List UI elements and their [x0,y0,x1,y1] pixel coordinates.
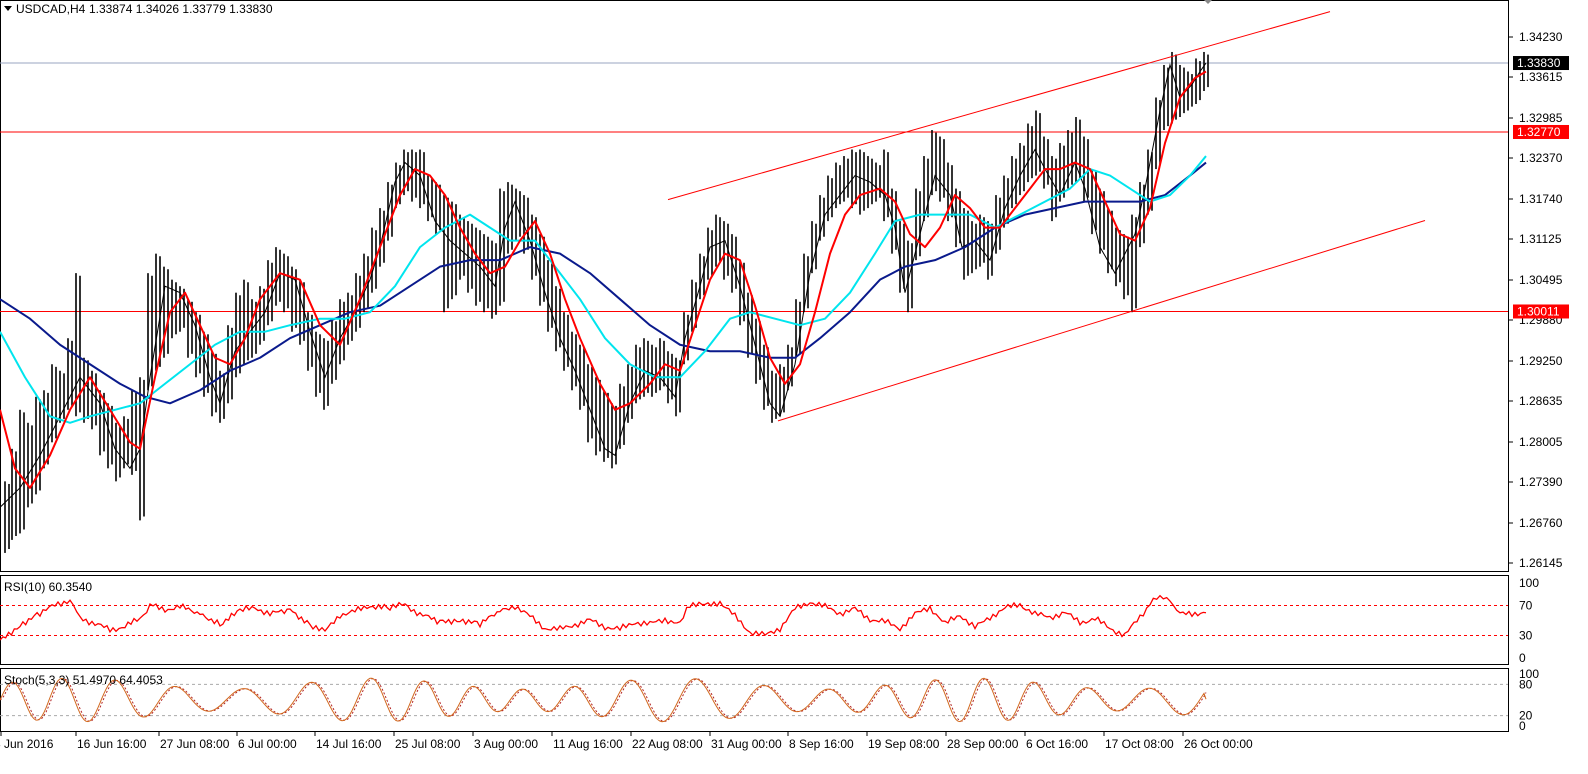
price-tick-label: 1.34230 [1519,30,1563,44]
price-tick-label: 1.26760 [1519,516,1563,530]
rsi-tick-label: 0 [1519,651,1526,665]
price-tick-label: 1.32985 [1519,111,1563,125]
price-panel-border [0,0,1509,572]
fast-ma-line [0,70,1207,489]
price-tag-box [1513,304,1569,319]
time-tick-label: 19 Sep 08:00 [868,737,940,751]
time-tick-label: 8 Jun 2016 [0,737,54,751]
price-tick-label: 1.31740 [1519,192,1563,206]
mid-ma-line [0,155,1207,424]
rsi-panel-border [0,575,1509,665]
price-tick-label: 1.30495 [1519,273,1563,287]
price-tick-label: 1.33615 [1519,70,1563,84]
price-tick-label: 1.32370 [1519,151,1563,165]
stoch-title: Stoch(5,3,3) 51.4970 64.4053 [4,673,163,687]
time-tick-label: 26 Oct 00:00 [1184,737,1253,751]
price-tag-label: 1.33830 [1517,56,1561,70]
stoch-tick-label: 20 [1519,709,1533,723]
shift-marker-icon[interactable] [1204,0,1212,4]
ohlc-label: 1.33874 1.34026 1.33779 1.33830 [89,2,273,16]
price-tick-label: 1.28635 [1519,394,1563,408]
channel-upper-line [667,11,1331,201]
chevron-down-icon[interactable] [4,6,12,11]
rsi-line [0,594,1207,641]
stoch-tick-label: 80 [1519,677,1533,691]
price-tick-label: 1.27390 [1519,475,1563,489]
channel-lower-line [777,219,1426,422]
time-tick-label: 31 Aug 00:00 [711,737,782,751]
time-tick-label: 6 Jul 00:00 [238,737,297,751]
rsi-tick-label: 70 [1519,599,1533,613]
price-tag-label: 1.30011 [1517,304,1560,318]
rsi-title: RSI(10) 60.3540 [4,580,92,594]
moving-averages [0,70,1207,489]
stoch-tick-label: 100 [1519,667,1539,681]
time-tick-label: 28 Sep 00:00 [947,737,1019,751]
stoch-tick-label: 0 [1519,719,1526,733]
price-tag-box [1513,124,1569,139]
time-tick-label: 16 Jun 16:00 [77,737,147,751]
price-tag-box [1513,56,1569,71]
time-axis: 8 Jun 2016 16 Jun 16:00 27 Jun 08:00 6 Jul … [0,731,1253,751]
stoch-main-line [0,677,1207,723]
rsi-indicator: 100 70 30 0 [0,576,1539,665]
price-tags: 1.33830 1.32770 1.30011 [1513,56,1569,319]
price-tick-label: 1.28005 [1519,435,1563,449]
rsi-tick-label: 30 [1519,629,1533,643]
time-tick-label: 11 Aug 16:00 [553,737,623,751]
time-tick-label: 25 Jul 08:00 [395,737,461,751]
price-tick-label: 1.26145 [1519,556,1563,570]
close-price-line [0,62,1207,508]
price-tick-label: 1.31125 [1519,232,1562,246]
symbol-label: USDCAD,H4 [16,2,86,16]
trend-channel [667,11,1426,422]
time-tick-label: 27 Jun 08:00 [160,737,230,751]
time-tick-label: 6 Oct 16:00 [1026,737,1088,751]
time-tick-label: 3 Aug 00:00 [474,737,538,751]
time-tick-label: 22 Aug 08:00 [632,737,703,751]
time-tick-label: 17 Oct 08:00 [1105,737,1174,751]
slow-ma-line [0,161,1207,405]
price-tag-label: 1.32770 [1517,125,1561,139]
rsi-tick-label: 100 [1519,576,1539,590]
price-tick-label: 1.29250 [1519,354,1563,368]
time-tick-label: 14 Jul 16:00 [316,737,382,751]
time-tick-label: 8 Sep 16:00 [789,737,854,751]
